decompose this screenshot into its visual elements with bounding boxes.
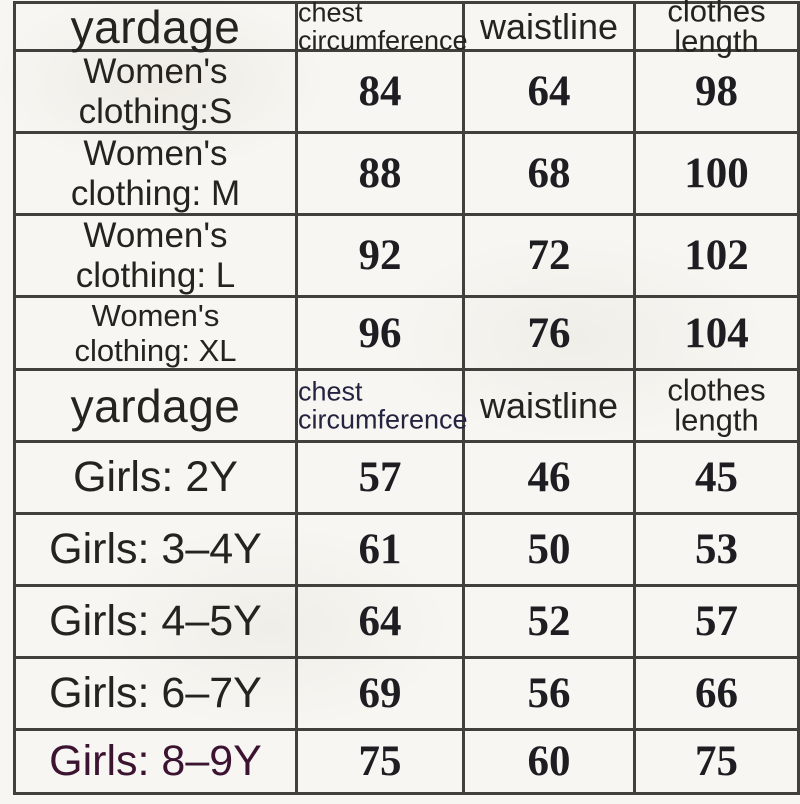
length-value-cell: 45 [633, 440, 800, 516]
girls-header-cell-yardage: yardage [13, 368, 298, 444]
girls-header-row: yardage chest circumference waistline cl… [13, 368, 800, 444]
chest-value-cell: 75 [295, 728, 465, 796]
chest-value-cell: 64 [295, 584, 465, 660]
waistline-value-cell: 56 [462, 656, 636, 732]
length-value-cell: 100 [633, 131, 800, 217]
size-label-cell: Women's clothing: M [13, 131, 298, 217]
girls-header-length-label: clothes length [667, 372, 766, 438]
size-label-cell: Girls: 6–7Y [13, 656, 298, 732]
length-value-cell: 75 [633, 728, 800, 796]
chest-value-cell: 61 [295, 512, 465, 588]
size-label-cell: Girls: 4–5Y [13, 584, 298, 660]
waistline-value-cell: 60 [462, 728, 636, 796]
waistline-value-cell: 68 [462, 131, 636, 217]
women-header-cell-yardage: yardage [13, 0, 298, 53]
waistline-value-cell: 46 [462, 440, 636, 516]
chest-value-cell: 88 [295, 131, 465, 217]
waistline-value-cell: 76 [462, 295, 636, 372]
waistline-value-cell: 72 [462, 213, 636, 299]
girls-header-yardage-label: yardage [70, 379, 241, 432]
size-chart-table: yardage chest circumference waistline cl… [13, 0, 800, 796]
length-value-cell: 98 [633, 48, 800, 135]
waistline-value-cell: 64 [462, 48, 636, 135]
girls-row-6-7y: Girls: 6–7Y 69 56 66 [13, 656, 800, 732]
size-label: Women's clothing:S [78, 52, 233, 131]
length-value-cell: 102 [633, 213, 800, 299]
women-header-yardage-label: yardage [70, 0, 241, 53]
size-label-cell: Women's clothing: XL [13, 295, 298, 372]
women-header-row: yardage chest circumference waistline cl… [13, 0, 800, 56]
size-label: Girls: 8–9Y [49, 737, 262, 786]
length-value-cell: 57 [633, 584, 800, 660]
size-label: Girls: 2Y [73, 453, 238, 502]
girls-row-8-9y: Girls: 8–9Y 75 60 75 [13, 728, 800, 796]
size-label: Girls: 3–4Y [49, 525, 262, 574]
chest-value-cell: 96 [295, 295, 465, 372]
women-header-chest-label: chest circumference [298, 0, 468, 56]
women-row-s: Women's clothing:S 84 64 98 [13, 48, 800, 135]
size-label-cell: Girls: 3–4Y [13, 512, 298, 588]
girls-header-waistline-label: waistline [479, 384, 619, 426]
size-label: Girls: 6–7Y [49, 669, 262, 718]
chest-value-cell: 69 [295, 656, 465, 732]
size-label: Women's clothing: M [70, 134, 241, 213]
length-value-cell: 53 [633, 512, 800, 588]
chest-value-cell: 57 [295, 440, 465, 516]
women-header-waistline-label: waistline [479, 5, 619, 47]
girls-header-cell-chest-circumference: chest circumference [295, 368, 468, 444]
women-row-m: Women's clothing: M 88 68 100 [13, 131, 800, 217]
women-header-cell-clothes-length: clothes length [633, 0, 800, 56]
girls-row-3-4y: Girls: 3–4Y 61 50 53 [13, 512, 800, 588]
length-value-cell: 66 [633, 656, 800, 732]
size-label: Women's clothing: L [75, 216, 236, 295]
girls-header-cell-clothes-length: clothes length [633, 368, 800, 444]
girls-row-2y: Girls: 2Y 57 46 45 [13, 440, 800, 516]
waistline-value-cell: 52 [462, 584, 636, 660]
girls-header-chest-label: chest circumference [298, 376, 468, 435]
waistline-value-cell: 50 [462, 512, 636, 588]
size-label: Girls: 4–5Y [49, 597, 262, 646]
girls-header-cell-waistline: waistline [462, 368, 636, 444]
women-header-cell-waistline: waistline [462, 1, 636, 52]
size-label-cell: Girls: 8–9Y [13, 728, 298, 796]
size-label-cell: Girls: 2Y [13, 440, 298, 516]
chest-value-cell: 92 [295, 213, 465, 299]
women-header-length-label: clothes length [667, 0, 766, 59]
size-label-cell: Women's clothing: L [13, 213, 298, 299]
women-header-cell-chest-circumference: chest circumference [295, 0, 468, 55]
chest-value-cell: 84 [295, 48, 465, 135]
women-row-l: Women's clothing: L 92 72 102 [13, 213, 800, 299]
size-label-cell: Women's clothing:S [13, 48, 298, 135]
women-row-xl: Women's clothing: XL 96 76 104 [13, 295, 800, 372]
length-value-cell: 104 [633, 295, 800, 372]
girls-row-4-5y: Girls: 4–5Y 64 52 57 [13, 584, 800, 660]
size-label: Women's clothing: XL [74, 298, 237, 369]
